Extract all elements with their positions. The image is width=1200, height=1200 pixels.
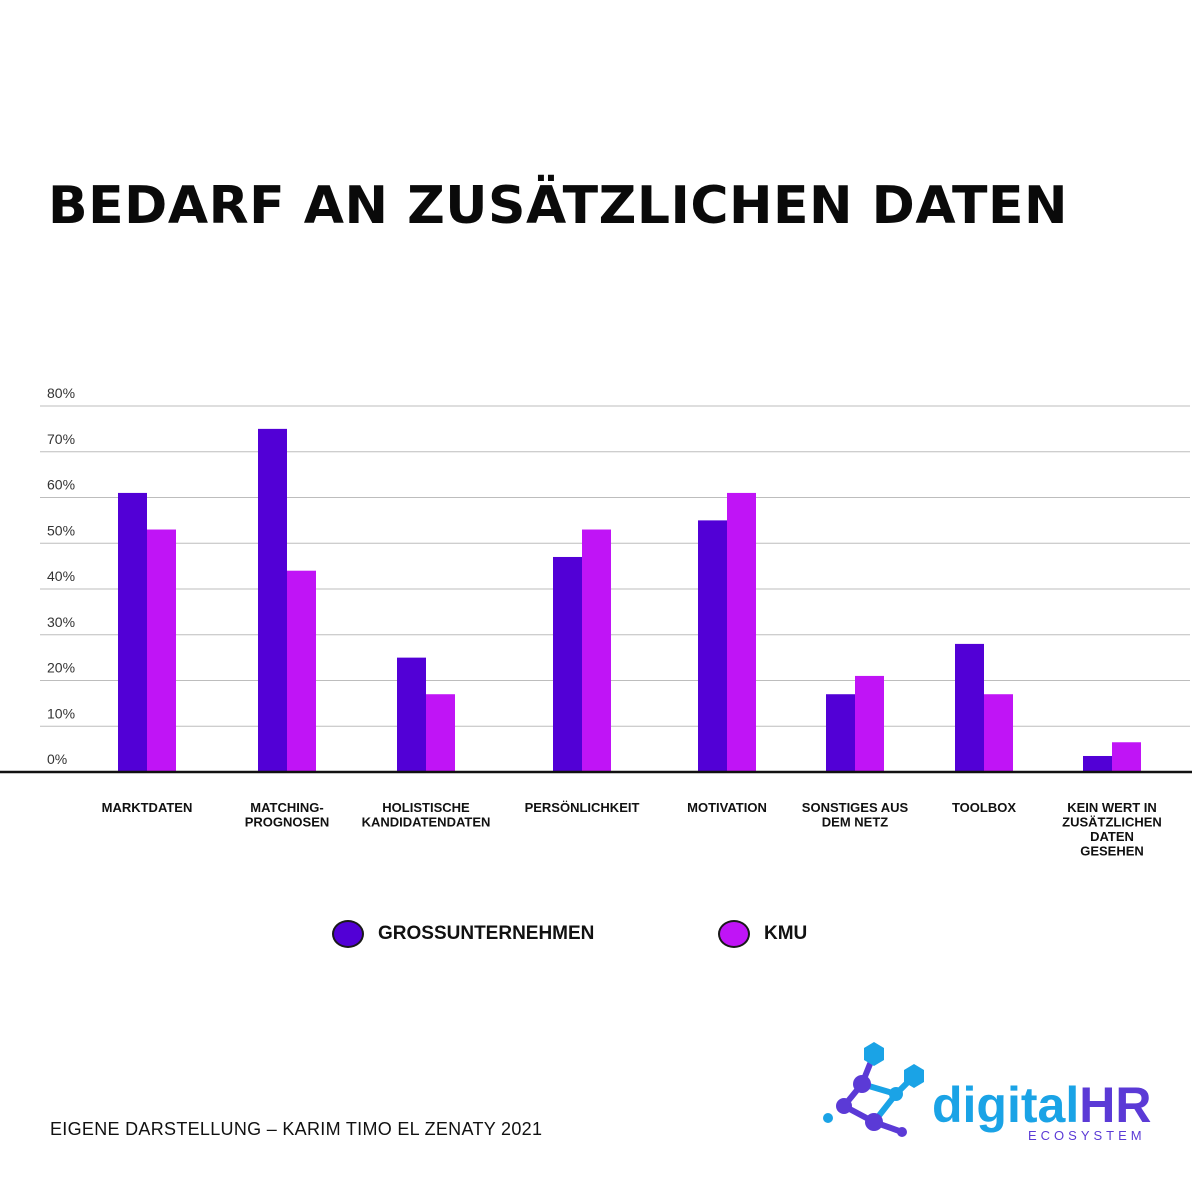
svg-text:digitalHR: digitalHR [932, 1077, 1151, 1133]
bar-grossunternehmen [258, 428, 287, 772]
x-category-label: KEIN WERT IN [1067, 800, 1157, 815]
bar-kmu [1112, 742, 1141, 772]
x-category-label: ZUSÄTZLICHEN [1062, 815, 1162, 830]
y-tick-label: 80% [47, 385, 75, 401]
bar-chart: 0% 10% 20% 30% 40% 50% 60% 70% 80% MARKTDATEN MATC… [0, 385, 1192, 859]
x-category-label: KANDIDATENDATEN [362, 815, 491, 830]
legend-item-grossunternehmen: GROSSUNTERNEHMEN [332, 920, 594, 948]
bar-grossunternehmen [955, 643, 984, 772]
legend-label-grossunternehmen: GROSSUNTERNEHMEN [378, 923, 595, 944]
legend-item-kmu: KMU [718, 920, 807, 948]
x-category-label: PERSÖNLICHKEIT [525, 800, 640, 815]
logo-text-digital: digital [932, 1077, 1079, 1133]
legend-swatch-grossunternehmen [332, 920, 364, 948]
x-category-label: TOOLBOX [952, 800, 1016, 815]
logo-text-ecosystem: ECOSYSTEM [1028, 1128, 1146, 1143]
x-category-label: MOTIVATION [687, 800, 767, 815]
chart-title: BEDARF AN ZUSÄTZLICHEN DATEN [48, 176, 1069, 236]
source-caption: EIGENE DARSTELLUNG – KARIM TIMO EL ZENAT… [50, 1119, 543, 1139]
y-tick-label: 50% [47, 522, 75, 538]
bar-kmu [147, 529, 176, 772]
network-icon [823, 1042, 924, 1137]
y-tick-label: 0% [47, 751, 67, 767]
x-category-label: MATCHING- [250, 800, 323, 815]
y-tick-label: 60% [47, 477, 75, 493]
y-tick-label: 70% [47, 431, 75, 447]
legend-swatch-kmu [718, 920, 750, 948]
bar-grossunternehmen [553, 556, 582, 772]
bar-grossunternehmen [826, 694, 855, 772]
bar-kmu [287, 570, 316, 772]
bar-grossunternehmen [1083, 755, 1112, 772]
bar-grossunternehmen [397, 657, 426, 772]
x-category-label: MARKTDATEN [102, 800, 193, 815]
bar-grossunternehmen [698, 520, 727, 772]
bar-kmu [984, 694, 1013, 772]
bar-kmu [426, 694, 455, 772]
bar-kmu [582, 529, 611, 772]
bar-kmu [855, 675, 884, 772]
legend-label-kmu: KMU [764, 923, 808, 944]
x-category-label: SONSTIGES AUS [802, 800, 909, 815]
x-category-label: DATEN [1090, 829, 1134, 844]
y-tick-label: 10% [47, 705, 75, 721]
x-category-label: HOLISTISCHE [382, 800, 470, 815]
bar-grossunternehmen [118, 492, 147, 772]
logo-text-hr: HR [1079, 1077, 1151, 1133]
y-tick-label: 30% [47, 614, 75, 630]
x-category-label: PROGNOSEN [245, 815, 330, 830]
x-category-label: DEM NETZ [822, 815, 889, 830]
bar-kmu [727, 492, 756, 772]
x-category-label: GESEHEN [1080, 844, 1144, 859]
y-tick-label: 20% [47, 660, 75, 676]
y-tick-label: 40% [47, 568, 75, 584]
digital-hr-ecosystem-logo: digitalHR ECOSYSTEM [823, 1042, 1151, 1143]
